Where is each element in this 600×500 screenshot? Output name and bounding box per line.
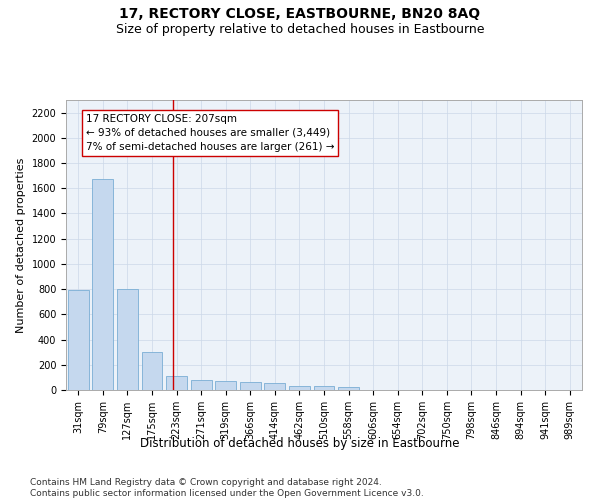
Bar [166,376,187,390]
Bar [68,290,89,390]
Bar [265,383,286,390]
Text: 17 RECTORY CLOSE: 207sqm
← 93% of detached houses are smaller (3,449)
7% of semi: 17 RECTORY CLOSE: 207sqm ← 93% of detach… [86,114,334,152]
Text: Size of property relative to detached houses in Eastbourne: Size of property relative to detached ho… [116,22,484,36]
Bar [92,180,113,390]
Bar [314,386,334,390]
Bar [240,382,261,390]
Text: Distribution of detached houses by size in Eastbourne: Distribution of detached houses by size … [140,438,460,450]
Bar [338,387,359,390]
Bar [117,289,138,390]
Y-axis label: Number of detached properties: Number of detached properties [16,158,26,332]
Bar [142,352,163,390]
Bar [191,380,212,390]
Bar [289,386,310,390]
Text: Contains HM Land Registry data © Crown copyright and database right 2024.
Contai: Contains HM Land Registry data © Crown c… [30,478,424,498]
Text: 17, RECTORY CLOSE, EASTBOURNE, BN20 8AQ: 17, RECTORY CLOSE, EASTBOURNE, BN20 8AQ [119,8,481,22]
Bar [215,381,236,390]
